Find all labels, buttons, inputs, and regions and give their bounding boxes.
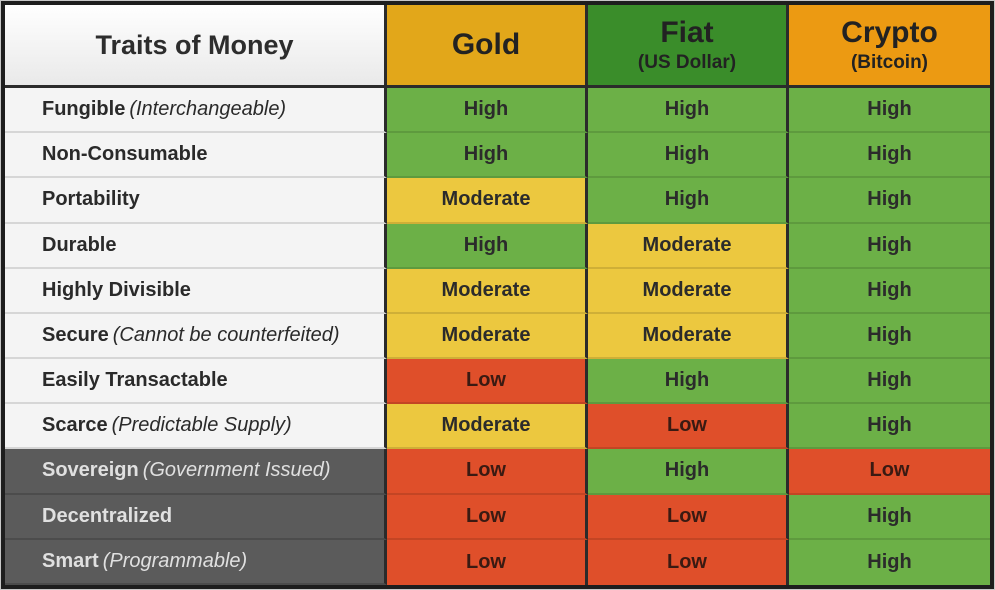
crypto-rating-cell: High bbox=[789, 268, 990, 314]
crypto-rating-cell: High bbox=[789, 539, 990, 585]
crypto-rating-cell: High bbox=[789, 133, 990, 179]
header-crypto: Crypto (Bitcoin) bbox=[789, 5, 990, 88]
fiat-rating-cell: Moderate bbox=[588, 268, 789, 314]
crypto-rating-cell: High bbox=[789, 494, 990, 540]
header-traits-label: Traits of Money bbox=[95, 29, 294, 60]
fiat-rating-cell: Moderate bbox=[588, 313, 789, 360]
trait-name: Sovereign bbox=[42, 459, 139, 482]
crypto-rating-cell: High bbox=[789, 88, 990, 134]
trait-cell: Durable bbox=[5, 223, 387, 269]
trait-note: (Interchangeable) bbox=[129, 98, 287, 121]
trait-name: Durable bbox=[42, 233, 117, 256]
header-gold-title: Gold bbox=[451, 28, 521, 61]
trait-cell: Fungible (Interchangeable) bbox=[5, 88, 387, 134]
header-fiat-subtitle: (US Dollar) bbox=[637, 52, 737, 73]
gold-rating-cell: Low bbox=[387, 449, 588, 495]
crypto-rating-cell: High bbox=[789, 404, 990, 450]
fiat-rating-cell: High bbox=[588, 449, 789, 495]
trait-name: Highly Divisible bbox=[42, 278, 191, 301]
gold-rating-cell: High bbox=[387, 223, 588, 269]
table-body: Fungible (Interchangeable) High High High Non… bbox=[5, 88, 990, 585]
table-row: Non-Consumable High High High bbox=[5, 133, 990, 179]
trait-name: Fungible bbox=[42, 98, 126, 121]
fiat-rating-cell: High bbox=[588, 178, 789, 224]
trait-name: Decentralized bbox=[42, 504, 173, 527]
trait-name: Secure bbox=[42, 323, 109, 346]
trait-note: (Programmable) bbox=[102, 549, 248, 572]
header-row: Traits of Money Gold Fiat (US Dollar) Cry… bbox=[5, 5, 990, 88]
crypto-rating-cell: High bbox=[789, 313, 990, 360]
trait-cell: Easily Transactable bbox=[5, 359, 387, 405]
table-row: Highly Divisible Moderate Moderate High bbox=[5, 268, 990, 314]
trait-cell: Portability bbox=[5, 178, 387, 224]
gold-rating-cell: Moderate bbox=[387, 313, 588, 360]
gold-rating-cell: Moderate bbox=[387, 178, 588, 224]
table-row: Decentralized Low Low High bbox=[5, 494, 990, 540]
gold-rating-cell: Low bbox=[387, 539, 588, 585]
fiat-rating-cell: High bbox=[588, 88, 789, 134]
fiat-rating-cell: High bbox=[588, 359, 789, 405]
table-row: Sovereign (Government Issued) Low High Low bbox=[5, 449, 990, 495]
crypto-rating-cell: High bbox=[789, 223, 990, 269]
trait-name: Easily Transactable bbox=[42, 369, 228, 392]
fiat-rating-cell: High bbox=[588, 133, 789, 179]
traits-of-money-table: Traits of Money Gold Fiat (US Dollar) Cry… bbox=[5, 5, 990, 585]
trait-name: Portability bbox=[42, 188, 140, 211]
gold-rating-cell: Moderate bbox=[387, 404, 588, 450]
trait-cell: Smart (Programmable) bbox=[5, 539, 387, 585]
trait-cell: Scarce (Predictable Supply) bbox=[5, 404, 387, 450]
table-row: Scarce (Predictable Supply) Moderate Low Hig… bbox=[5, 404, 990, 450]
trait-cell: Secure (Cannot be counterfeited) bbox=[5, 313, 387, 360]
trait-cell: Decentralized bbox=[5, 494, 387, 540]
trait-cell: Sovereign (Government Issued) bbox=[5, 449, 387, 495]
table-row: Portability Moderate High High bbox=[5, 178, 990, 224]
trait-cell: Non-Consumable bbox=[5, 133, 387, 179]
gold-rating-cell: Low bbox=[387, 359, 588, 405]
fiat-rating-cell: Low bbox=[588, 404, 789, 450]
trait-name: Smart bbox=[42, 549, 99, 572]
header-crypto-subtitle: (Bitcoin) bbox=[850, 52, 929, 73]
trait-note: (Government Issued) bbox=[142, 459, 331, 482]
trait-cell: Highly Divisible bbox=[5, 268, 387, 314]
gold-rating-cell: Moderate bbox=[387, 268, 588, 314]
gold-rating-cell: Low bbox=[387, 494, 588, 540]
crypto-rating-cell: High bbox=[789, 359, 990, 405]
table-row: Durable High Moderate High bbox=[5, 223, 990, 269]
fiat-rating-cell: Low bbox=[588, 539, 789, 585]
trait-name: Scarce bbox=[42, 414, 108, 437]
header-fiat-title: Fiat bbox=[660, 16, 714, 49]
trait-note: (Predictable Supply) bbox=[111, 414, 292, 437]
crypto-rating-cell: Low bbox=[789, 449, 990, 495]
table-row: Secure (Cannot be counterfeited) Moderate M… bbox=[5, 313, 990, 360]
gold-rating-cell: High bbox=[387, 133, 588, 179]
fiat-rating-cell: Moderate bbox=[588, 223, 789, 269]
table-row: Easily Transactable Low High High bbox=[5, 359, 990, 405]
gold-rating-cell: High bbox=[387, 88, 588, 134]
fiat-rating-cell: Low bbox=[588, 494, 789, 540]
header-gold: Gold bbox=[387, 5, 588, 88]
trait-name: Non-Consumable bbox=[42, 143, 208, 166]
table-row: Fungible (Interchangeable) High High High bbox=[5, 88, 990, 134]
table-row: Smart (Programmable) Low Low High bbox=[5, 539, 990, 585]
crypto-rating-cell: High bbox=[789, 178, 990, 224]
header-fiat: Fiat (US Dollar) bbox=[588, 5, 789, 88]
header-traits: Traits of Money bbox=[5, 5, 387, 88]
header-crypto-title: Crypto bbox=[841, 16, 938, 49]
trait-note: (Cannot be counterfeited) bbox=[112, 323, 340, 346]
